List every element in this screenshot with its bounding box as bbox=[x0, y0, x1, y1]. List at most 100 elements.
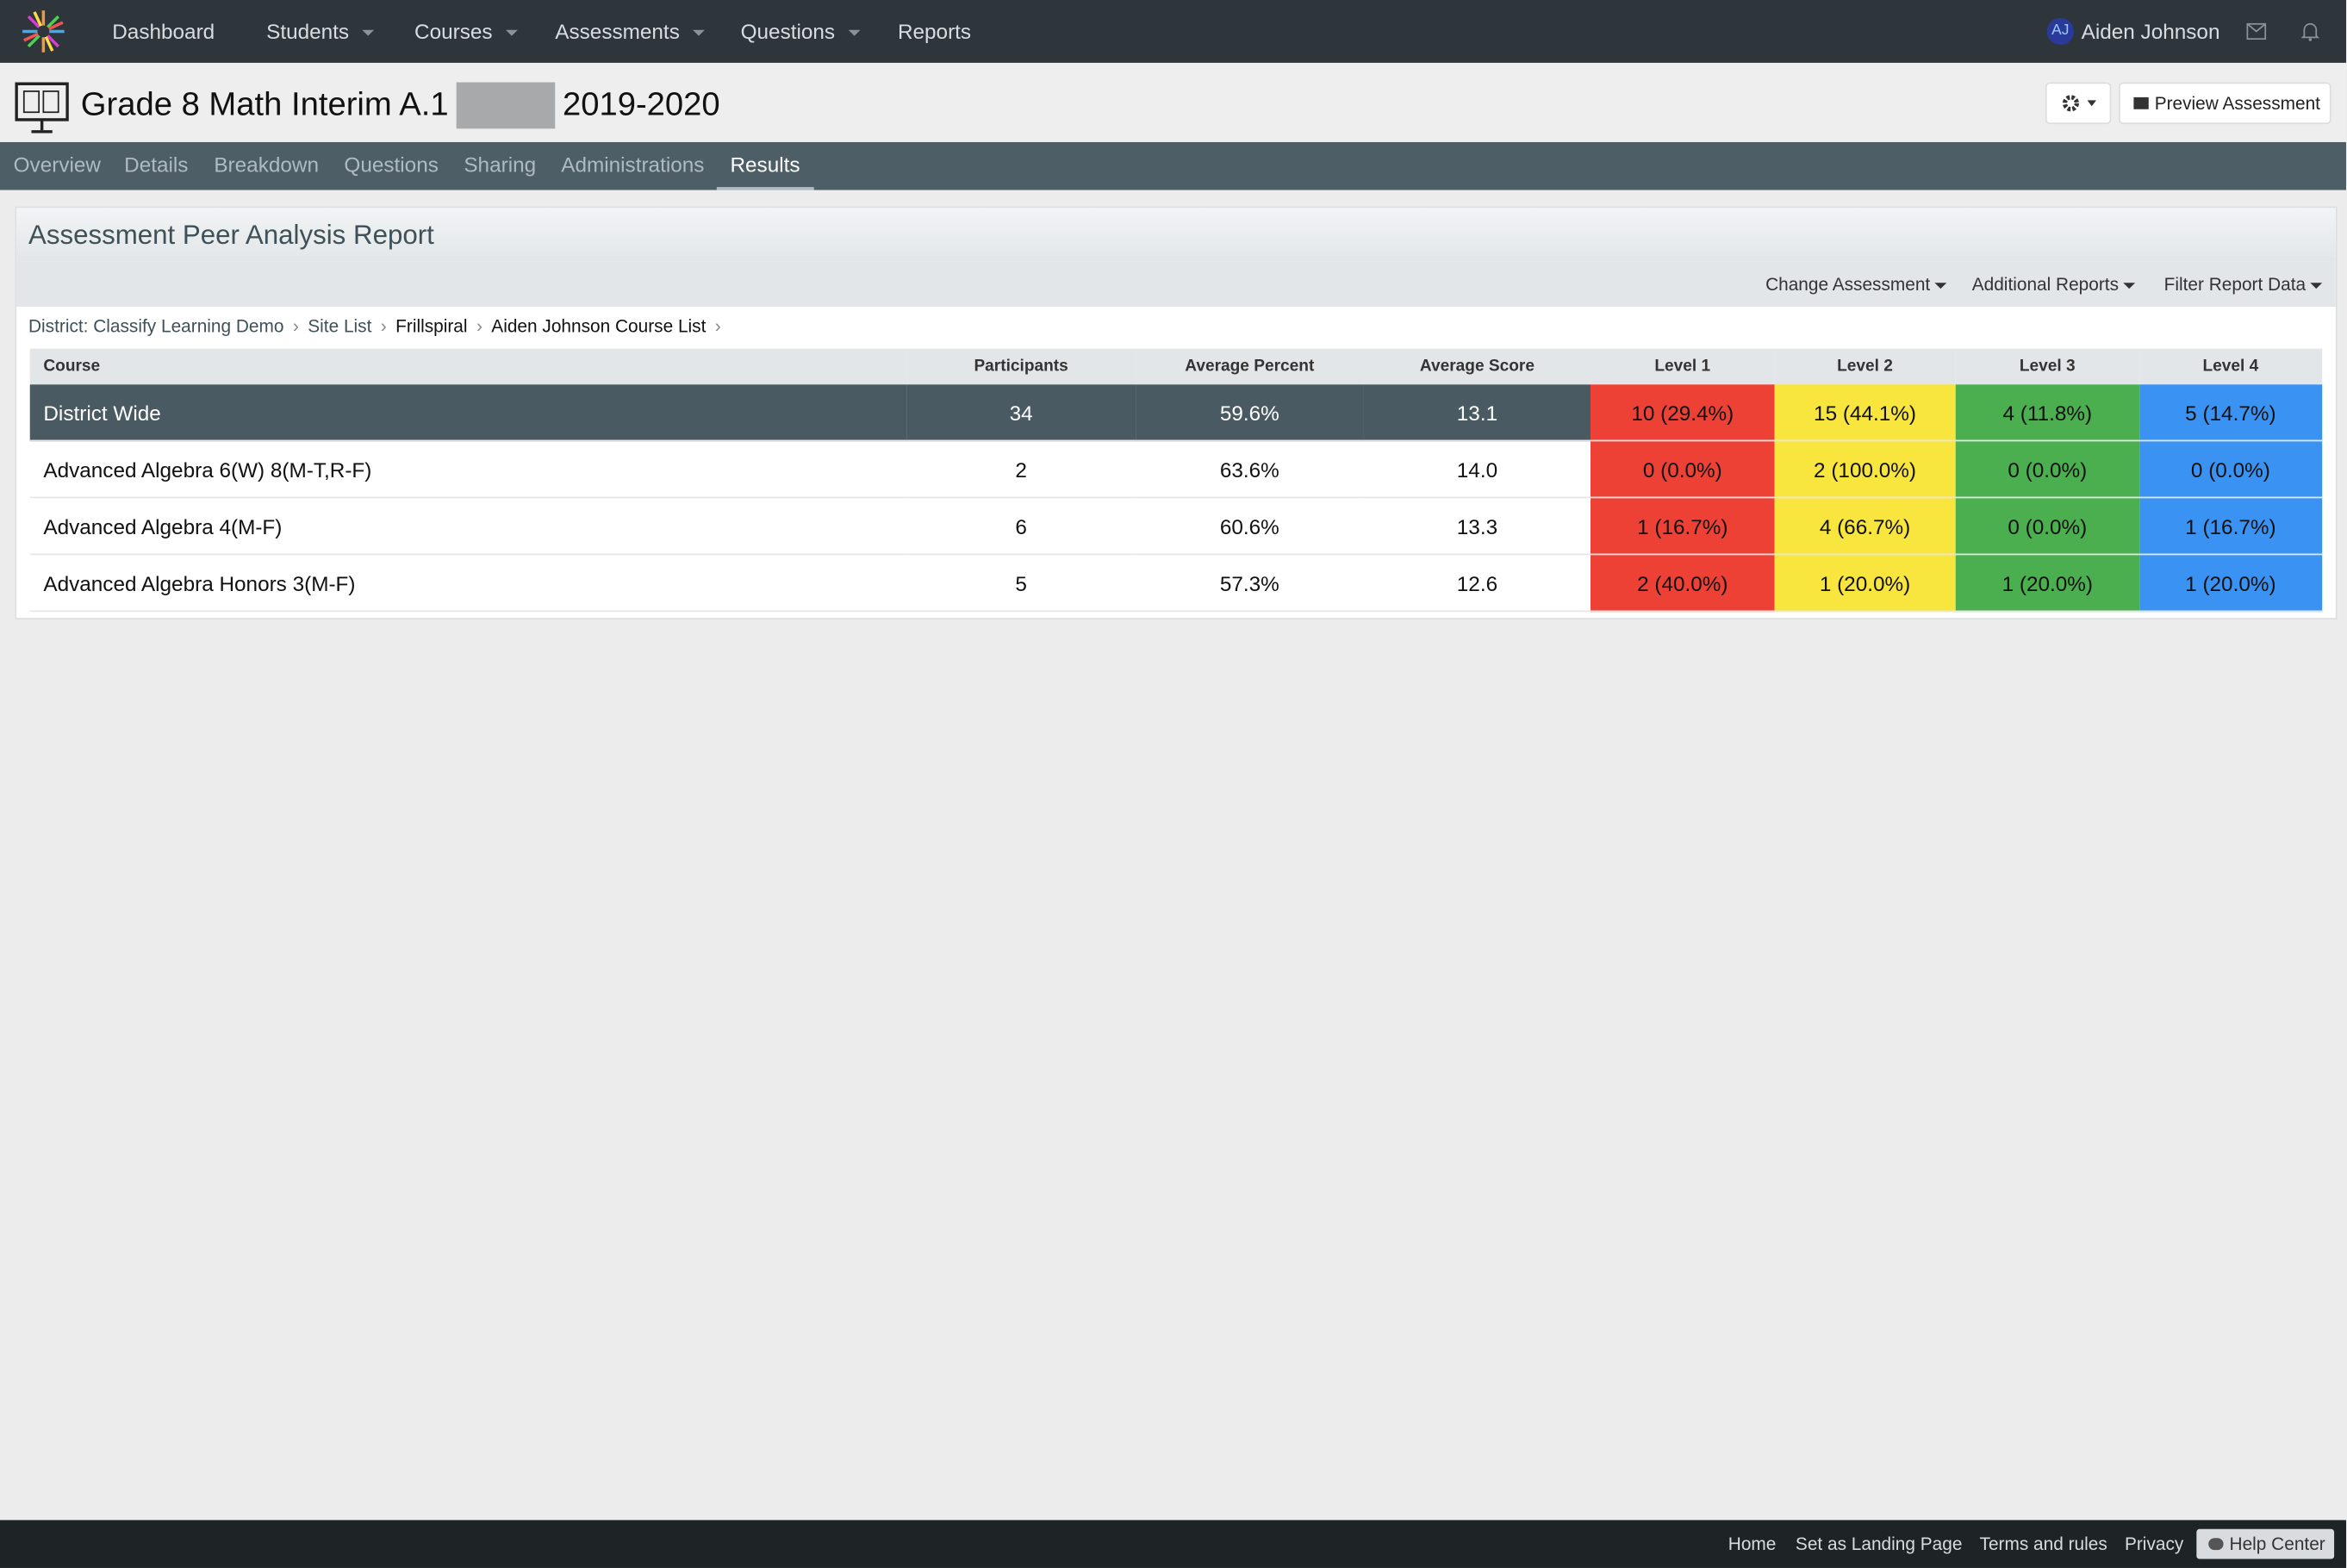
caret bbox=[693, 30, 706, 37]
tab[interactable]: Questions bbox=[344, 152, 439, 177]
nav-item[interactable]: Courses bbox=[414, 0, 519, 63]
value-cell: 60.6% bbox=[1136, 497, 1364, 556]
value-cell: 2 bbox=[906, 440, 1136, 499]
value-cell: 1 (16.7%) bbox=[1591, 497, 1775, 556]
value-cell: 1 (20.0%) bbox=[2138, 554, 2323, 613]
value-cell: 4 (11.8%) bbox=[1956, 384, 2139, 442]
preview-icon bbox=[2133, 96, 2149, 109]
nav-label: Dashboard bbox=[112, 19, 215, 44]
column-header: Course bbox=[29, 348, 907, 385]
value-cell: 15 (44.1%) bbox=[1774, 384, 1957, 442]
tabs: Overview Details Breakdown Questions Sharing… bbox=[0, 141, 2346, 190]
nav-label: Assessments bbox=[555, 19, 680, 44]
caret bbox=[362, 30, 375, 37]
value-cell: 6 bbox=[906, 497, 1136, 556]
value-cell: 13.3 bbox=[1363, 497, 1591, 556]
toolbar-label: Change Assessment bbox=[1765, 273, 1931, 296]
footer-link[interactable]: Home bbox=[1728, 1534, 1777, 1555]
table-row: Advanced Algebra Honors 3(M-F) 5 57.3% 12.6… bbox=[29, 554, 2323, 613]
caret bbox=[2310, 282, 2323, 289]
nav-label: Courses bbox=[414, 19, 493, 44]
report-toolbar: Change Assessment Additional Reports Filte… bbox=[16, 261, 2336, 308]
column-header: Average Percent bbox=[1136, 348, 1364, 385]
column-header: Average Score bbox=[1363, 348, 1591, 385]
value-cell: 0 (0.0%) bbox=[1956, 497, 2139, 556]
value-cell: 10 (29.4%) bbox=[1591, 384, 1775, 442]
breadcrumb-separator: › bbox=[714, 315, 721, 337]
logo[interactable] bbox=[20, 8, 68, 56]
gear-icon bbox=[2062, 95, 2096, 112]
nav-item[interactable]: Students bbox=[266, 0, 375, 63]
user-name[interactable]: Aiden Johnson bbox=[2081, 19, 2220, 44]
tab[interactable]: Details bbox=[124, 152, 189, 177]
tab[interactable]: Results bbox=[716, 142, 814, 190]
value-cell: 1 (16.7%) bbox=[2138, 497, 2323, 556]
tab[interactable]: Administrations bbox=[561, 152, 705, 177]
breadcrumb-separator: › bbox=[476, 315, 482, 337]
tab[interactable]: Breakdown bbox=[214, 152, 319, 177]
footer-link[interactable]: Terms and rules bbox=[1979, 1534, 2107, 1555]
value-cell: 14.0 bbox=[1363, 440, 1591, 499]
redacted bbox=[456, 82, 556, 129]
value-cell: 1 (20.0%) bbox=[1774, 554, 1957, 613]
toolbar-dropdown[interactable]: Additional Reports bbox=[1972, 262, 2136, 307]
report-panel: Assessment Peer Analysis Report Change A… bbox=[15, 206, 2338, 619]
tab[interactable]: Overview bbox=[13, 152, 101, 177]
nav-item[interactable]: Dashboard bbox=[112, 0, 215, 63]
course-cell[interactable]: Advanced Algebra Honors 3(M-F) bbox=[29, 554, 907, 613]
top-nav: Dashboard Students Courses Assessments Quest… bbox=[0, 0, 2346, 63]
value-cell: 57.3% bbox=[1136, 554, 1364, 613]
value-cell: 34 bbox=[906, 384, 1136, 442]
mail-icon[interactable] bbox=[2246, 22, 2267, 40]
value-cell: 0 (0.0%) bbox=[1956, 440, 2139, 499]
caret bbox=[506, 30, 519, 37]
bell-icon[interactable] bbox=[2300, 21, 2320, 41]
course-cell[interactable]: District Wide bbox=[29, 384, 907, 442]
breadcrumb[interactable]: Site List bbox=[308, 315, 372, 337]
course-cell[interactable]: Advanced Algebra 4(M-F) bbox=[29, 497, 907, 556]
value-cell: 63.6% bbox=[1136, 440, 1364, 499]
footer-link[interactable]: Privacy bbox=[2124, 1534, 2184, 1555]
toolbar-dropdown[interactable]: Filter Report Data bbox=[2164, 262, 2323, 307]
toolbar-dropdown[interactable]: Change Assessment bbox=[1765, 262, 1947, 307]
nav-item[interactable]: Questions bbox=[741, 0, 861, 63]
caret bbox=[848, 30, 861, 37]
results-table: Course Participants Average Percent Average… bbox=[29, 348, 2323, 613]
value-cell: 13.1 bbox=[1363, 384, 1591, 442]
value-cell: 4 (66.7%) bbox=[1774, 497, 1957, 556]
nav-label: Questions bbox=[740, 19, 836, 44]
nav-item[interactable]: Assessments bbox=[555, 0, 706, 63]
footer-link[interactable]: Set as Landing Page bbox=[1795, 1534, 1963, 1555]
column-header: Participants bbox=[906, 348, 1136, 385]
user-avatar[interactable]: AJ bbox=[2046, 17, 2074, 46]
nav-label: Students bbox=[266, 19, 350, 44]
table-row: Advanced Algebra 4(M-F) 6 60.6% 13.3 1 (16.7… bbox=[29, 497, 2323, 556]
help-button[interactable]: Help Center bbox=[2196, 1528, 2335, 1559]
value-cell: 1 (20.0%) bbox=[1956, 554, 2139, 613]
title: Grade 8 Math Interim A.1 bbox=[80, 84, 449, 123]
value-cell: 2 (100.0%) bbox=[1774, 440, 1957, 499]
settings-button[interactable] bbox=[2045, 82, 2112, 125]
breadcrumb[interactable]: Aiden Johnson Course List bbox=[491, 315, 707, 337]
help-icon bbox=[2208, 1538, 2224, 1551]
value-cell: 5 (14.7%) bbox=[2138, 384, 2323, 442]
value-cell: 0 (0.0%) bbox=[1591, 440, 1775, 499]
value-cell: 0 (0.0%) bbox=[2138, 440, 2323, 499]
breadcrumb-separator: › bbox=[380, 315, 387, 337]
report-title: Assessment Peer Analysis Report bbox=[28, 220, 434, 251]
course-cell[interactable]: Advanced Algebra 6(W) 8(M-T,R-F) bbox=[29, 440, 907, 499]
nav-label: Reports bbox=[897, 19, 972, 44]
title-year: 2019-2020 bbox=[562, 84, 720, 123]
breadcrumb[interactable]: Frillspiral bbox=[395, 315, 468, 337]
value-cell: 2 (40.0%) bbox=[1591, 554, 1775, 613]
report-header: Assessment Peer Analysis Report bbox=[16, 208, 2336, 262]
preview-button[interactable]: Preview Assessment bbox=[2119, 82, 2331, 125]
breadcrumbs: District: Classify Learning Demo › Site Li… bbox=[28, 315, 730, 336]
breadcrumb[interactable]: District: Classify Learning Demo bbox=[28, 315, 284, 337]
table-row: District Wide 34 59.6% 13.1 10 (29.4%) 15 (44… bbox=[29, 384, 2323, 442]
nav-item[interactable]: Reports bbox=[898, 0, 971, 63]
tab[interactable]: Sharing bbox=[464, 152, 537, 177]
breadcrumb-separator: › bbox=[292, 315, 299, 337]
